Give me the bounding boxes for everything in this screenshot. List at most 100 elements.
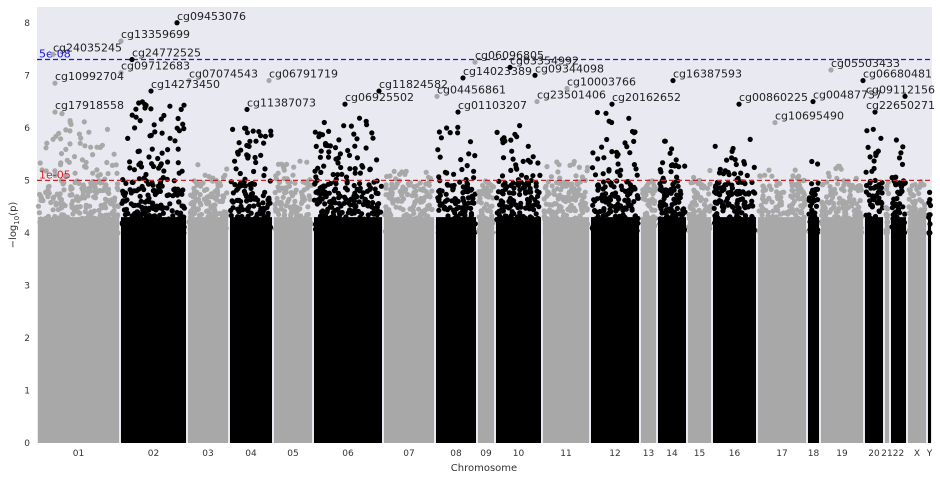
data-point bbox=[369, 204, 375, 210]
data-point bbox=[165, 159, 171, 165]
annotated-point bbox=[460, 75, 466, 81]
data-point bbox=[878, 135, 884, 141]
data-point bbox=[820, 181, 826, 188]
data-point bbox=[457, 211, 464, 217]
data-point bbox=[346, 200, 352, 206]
data-point bbox=[541, 208, 547, 214]
data-point bbox=[678, 217, 684, 223]
data-point bbox=[657, 187, 663, 193]
data-point bbox=[688, 180, 694, 186]
data-point bbox=[662, 138, 668, 144]
data-point bbox=[459, 166, 465, 173]
data-point bbox=[320, 208, 326, 214]
data-point bbox=[267, 178, 273, 184]
y-tick-label: 4 bbox=[24, 229, 30, 239]
chromosome-01-points bbox=[35, 111, 121, 443]
data-point bbox=[180, 203, 186, 209]
data-point bbox=[389, 181, 395, 187]
data-point bbox=[127, 159, 133, 165]
data-point bbox=[292, 198, 298, 204]
data-point bbox=[367, 185, 373, 191]
chromosome-11-points bbox=[541, 158, 591, 443]
data-point bbox=[402, 171, 408, 177]
annotation-label: cg09344098 bbox=[535, 62, 604, 75]
data-point bbox=[175, 160, 181, 166]
data-point bbox=[114, 170, 120, 176]
data-point bbox=[686, 224, 692, 230]
data-point bbox=[142, 226, 148, 232]
data-point bbox=[407, 213, 413, 219]
data-point bbox=[671, 187, 677, 193]
data-point bbox=[336, 224, 342, 231]
chromosome-07-points bbox=[382, 168, 435, 443]
data-point bbox=[800, 196, 806, 202]
data-point bbox=[427, 194, 433, 200]
data-point bbox=[337, 151, 343, 157]
data-point bbox=[843, 211, 849, 217]
data-point bbox=[899, 161, 906, 167]
data-point bbox=[435, 147, 441, 153]
data-point bbox=[606, 201, 612, 207]
data-points bbox=[35, 99, 934, 443]
data-point bbox=[834, 230, 840, 236]
data-point bbox=[267, 225, 273, 231]
data-point bbox=[600, 213, 606, 219]
data-point bbox=[769, 173, 775, 179]
data-point bbox=[557, 175, 563, 181]
data-point bbox=[465, 195, 471, 201]
data-point bbox=[43, 145, 49, 151]
data-point bbox=[556, 162, 562, 168]
data-point bbox=[713, 183, 719, 189]
data-point bbox=[910, 199, 916, 205]
data-point bbox=[413, 188, 419, 194]
data-point bbox=[566, 190, 572, 196]
data-point bbox=[841, 182, 847, 188]
data-point bbox=[98, 227, 104, 233]
annotated-point bbox=[507, 64, 513, 71]
data-point bbox=[726, 201, 732, 207]
data-point bbox=[775, 227, 782, 233]
data-point bbox=[868, 185, 874, 191]
data-point bbox=[825, 170, 832, 176]
data-point bbox=[926, 200, 932, 206]
data-point bbox=[780, 230, 787, 236]
data-point bbox=[123, 180, 129, 186]
data-point bbox=[828, 192, 834, 198]
data-point bbox=[790, 188, 796, 194]
data-point bbox=[613, 214, 619, 220]
data-point bbox=[532, 222, 538, 229]
data-point bbox=[391, 228, 397, 234]
data-point bbox=[261, 205, 267, 211]
data-point bbox=[713, 188, 720, 194]
data-point bbox=[902, 180, 908, 186]
data-point bbox=[523, 230, 529, 236]
data-point bbox=[179, 191, 185, 197]
data-point bbox=[744, 172, 750, 179]
data-point bbox=[400, 186, 406, 192]
data-point bbox=[280, 194, 286, 200]
data-point bbox=[45, 184, 52, 190]
data-point bbox=[460, 184, 466, 190]
data-point bbox=[388, 188, 394, 194]
data-point bbox=[211, 210, 217, 216]
data-point bbox=[157, 163, 163, 169]
data-point bbox=[533, 211, 539, 217]
data-point bbox=[317, 224, 323, 230]
data-point bbox=[547, 209, 554, 215]
data-point bbox=[76, 131, 82, 137]
data-point bbox=[306, 193, 312, 199]
data-point bbox=[675, 197, 681, 203]
data-point bbox=[489, 225, 495, 231]
data-point bbox=[167, 201, 173, 207]
data-point bbox=[369, 194, 375, 200]
data-point bbox=[815, 180, 821, 186]
data-point bbox=[773, 214, 780, 220]
data-point bbox=[631, 162, 638, 168]
data-point bbox=[261, 172, 267, 179]
data-point bbox=[286, 216, 292, 222]
data-point bbox=[351, 210, 358, 216]
data-point bbox=[205, 224, 211, 230]
data-point bbox=[659, 210, 665, 216]
data-point bbox=[335, 160, 341, 166]
data-point bbox=[799, 210, 805, 216]
